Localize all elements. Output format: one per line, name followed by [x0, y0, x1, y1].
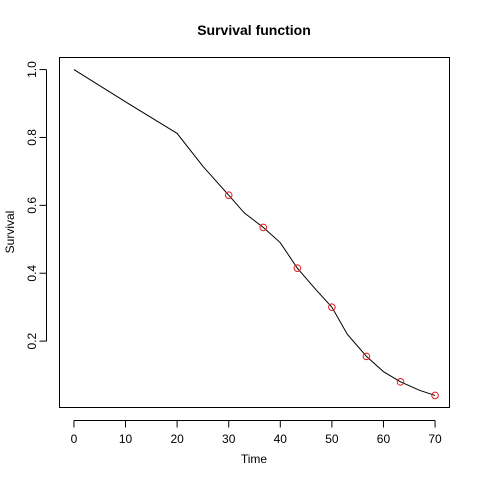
x-tick-label: 70	[428, 432, 442, 446]
data-point	[293, 264, 302, 272]
y-tick-label: 0.6	[25, 197, 39, 214]
y-tick-label: 1.0	[25, 61, 39, 78]
y-tick-label: 0.4	[25, 265, 39, 282]
x-axis-label: Time	[241, 452, 268, 466]
x-tick-label: 10	[119, 432, 133, 446]
data-point	[328, 303, 336, 311]
data-point	[431, 391, 439, 400]
data-point	[396, 378, 405, 386]
y-tick-label: 0.8	[25, 129, 39, 146]
y-axis-label: Survival	[3, 211, 17, 254]
data-point	[224, 191, 233, 199]
x-tick-label: 50	[325, 432, 339, 446]
x-tick-label: 60	[377, 432, 391, 446]
y-axis: 0.2 0.4 0.6 0.8 1.0	[25, 61, 47, 349]
data-point	[362, 352, 371, 361]
x-tick-label: 20	[170, 432, 184, 446]
plot-area	[59, 57, 450, 408]
y-tick-label: 0.2	[25, 332, 39, 349]
x-tick-label: 40	[274, 432, 288, 446]
survival-curve	[73, 69, 436, 396]
x-axis: 0 10 20 30 40 50 60 70	[71, 420, 442, 446]
x-tick-label: 30	[222, 432, 236, 446]
x-tick-label: 0	[71, 432, 78, 446]
series-layer	[73, 69, 439, 400]
chart-title: Survival function	[197, 22, 311, 38]
data-point	[259, 223, 268, 232]
